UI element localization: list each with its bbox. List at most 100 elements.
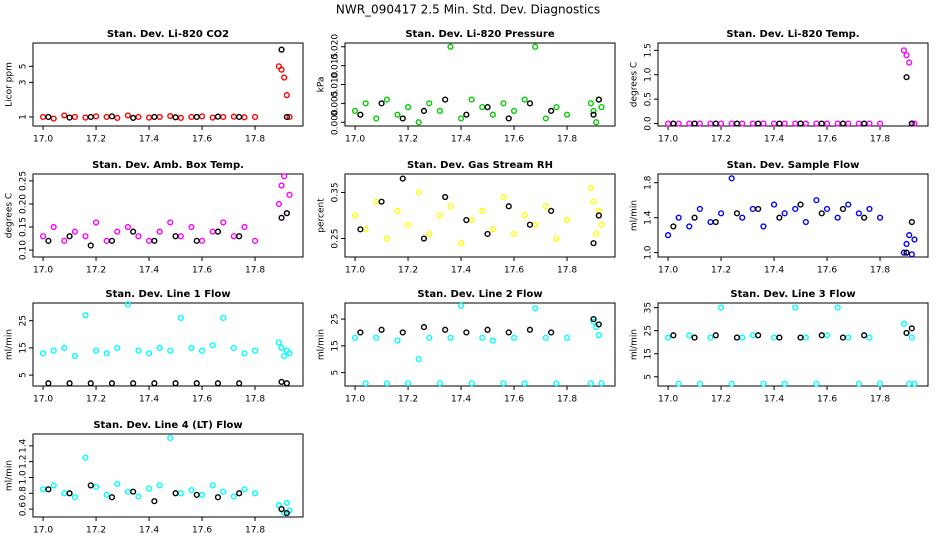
y-tick-label: 0.35 (331, 182, 341, 202)
x-tick-label: 17.6 (192, 266, 212, 276)
data-point (220, 113, 227, 121)
data-point (394, 207, 401, 214)
data-point (87, 113, 94, 121)
data-point (198, 237, 206, 244)
data-point (834, 120, 841, 127)
data-point (670, 223, 677, 230)
x-tick-label: 17.6 (192, 526, 212, 536)
x-tick-label: 17.6 (817, 266, 837, 276)
x-tick-label: 17.6 (504, 266, 524, 276)
data-point (587, 100, 594, 107)
data-point (177, 314, 184, 322)
data-point (156, 482, 163, 489)
x-tick-label: 17.8 (557, 266, 577, 276)
data-point (457, 115, 465, 122)
data-point (151, 237, 158, 244)
x-tick-label: 17.8 (245, 135, 265, 145)
data-point (278, 378, 285, 386)
data-point (855, 380, 862, 387)
data-point (593, 119, 600, 126)
data-point (593, 230, 600, 238)
data-point (188, 113, 195, 121)
data-point (900, 320, 907, 327)
x-tick-label: 17.6 (817, 395, 837, 405)
data-point (193, 380, 200, 387)
data-point (114, 114, 121, 122)
data-point (251, 113, 259, 121)
data-point (198, 113, 206, 120)
plot-frame (32, 42, 304, 127)
data-point (283, 92, 290, 99)
x-tick-label: 17.4 (764, 135, 784, 145)
panel-title: Stan. Dev. Sample Flow (727, 160, 860, 171)
data-point (834, 304, 841, 311)
data-point (214, 380, 222, 387)
data-point (906, 380, 913, 387)
data-point (399, 329, 406, 336)
data-point (156, 344, 163, 352)
data-point (45, 486, 52, 493)
data-point (802, 218, 809, 226)
data-point (198, 347, 206, 354)
data-point (241, 486, 248, 493)
x-tick-label: 17.0 (658, 135, 678, 145)
data-point (906, 59, 913, 66)
data-point (415, 119, 422, 126)
data-point (526, 100, 534, 107)
y-tick-label: 1.0 (644, 245, 654, 260)
data-point (135, 347, 142, 354)
data-point (92, 347, 100, 354)
data-point (696, 120, 703, 127)
x-tick-label: 17.2 (86, 135, 106, 145)
data-point (590, 318, 597, 325)
x-tick-label: 17.8 (870, 135, 890, 145)
y-tick-label: 35 (644, 302, 654, 313)
x-tick-label: 17.4 (139, 526, 159, 536)
data-point (103, 113, 110, 121)
data-point (739, 334, 746, 341)
data-point (457, 302, 465, 309)
data-point (71, 352, 78, 360)
data-point (479, 334, 486, 341)
data-point (278, 344, 285, 352)
data-point (526, 221, 534, 228)
data-point (167, 219, 174, 226)
data-point (818, 332, 825, 339)
data-point (130, 114, 137, 122)
data-point (135, 233, 142, 240)
data-point (61, 344, 68, 352)
data-point (275, 200, 282, 208)
plot-frame (344, 42, 616, 127)
data-point (468, 96, 475, 103)
data-point (542, 115, 549, 122)
data-point (845, 334, 852, 341)
data-point (903, 329, 910, 337)
data-point (71, 228, 78, 235)
data-point (420, 107, 428, 115)
data-point (675, 380, 682, 387)
data-point (839, 120, 847, 127)
data-point (861, 332, 868, 339)
data-point (686, 120, 693, 127)
data-point (351, 107, 359, 115)
data-point (378, 100, 385, 107)
data-point (220, 219, 227, 226)
y-axis-label: degrees C (630, 62, 640, 107)
x-tick-label: 17.8 (245, 526, 265, 536)
data-point (717, 120, 725, 127)
data-point (749, 120, 756, 127)
data-point (595, 321, 602, 328)
data-point (351, 212, 359, 219)
data-point (39, 233, 47, 240)
data-point (590, 315, 597, 323)
data-point (489, 111, 496, 118)
y-tick-label: 1.8 (644, 175, 654, 190)
data-point (526, 326, 534, 333)
data-point (177, 114, 184, 122)
data-point (172, 380, 179, 387)
panel-title: Stan. Dev. Line 2 Flow (417, 289, 542, 300)
data-point (283, 499, 290, 506)
y-tick-label: 0.25 (19, 171, 29, 191)
data-point (214, 228, 222, 235)
